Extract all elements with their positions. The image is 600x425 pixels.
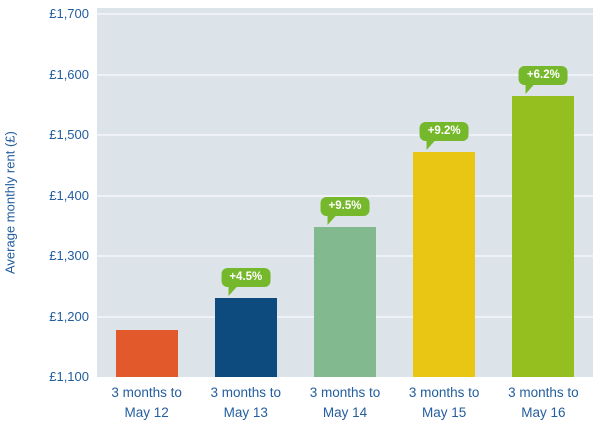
y-axis-tick-label: £1,600 (49, 66, 89, 82)
y-axis-tick-label: £1,500 (49, 127, 89, 142)
x-axis-label-line2: May 14 (322, 405, 368, 420)
bubble-tail (327, 214, 337, 225)
bar-annotation-bubble: +4.5% (221, 267, 271, 296)
bar-annotation-bubble: +9.5% (320, 196, 370, 225)
bar (314, 226, 376, 377)
bar (214, 297, 277, 377)
x-axis-label: 3 months to May 12 (97, 383, 196, 423)
x-axis-label-line2: May 12 (124, 405, 169, 420)
x-axis-label-line1: 3 months to (309, 385, 381, 400)
y-axis-tick-label: £1,400 (49, 187, 89, 203)
x-axis-label: 3 months to May 15 (395, 383, 494, 423)
x-axis-label: 3 months to May 16 (494, 383, 593, 423)
bubble-tail (228, 285, 238, 296)
bar (512, 95, 575, 377)
bubble-tail (525, 83, 535, 94)
y-axis-tick-label: £1,200 (49, 308, 89, 324)
x-axis-label-line1: 3 months to (508, 385, 579, 400)
x-axis-label-line2: May 16 (521, 405, 566, 420)
x-axis-label-line1: 3 months to (210, 385, 282, 400)
y-axis-tick-label: £1,100 (49, 369, 89, 384)
y-axis-tick-label: £1,700 (49, 6, 89, 21)
bar-annotation-bubble: +9.2% (419, 121, 469, 150)
bar (115, 329, 178, 377)
x-axis-label-line1: 3 months to (111, 385, 182, 400)
plot-area: +4.5% +9.5% +9.2% +6.2% (97, 8, 593, 377)
gridline (97, 13, 593, 15)
x-axis-label-line2: May 13 (223, 405, 268, 420)
y-axis-tick-label: £1,300 (49, 248, 89, 263)
bubble-tail (426, 139, 436, 150)
bar-annotation-bubble: +6.2% (518, 65, 568, 94)
x-axis-label-line2: May 15 (422, 405, 467, 420)
gridline (97, 73, 593, 76)
x-axis-label: 3 months to May 14 (295, 383, 394, 423)
gridline (97, 134, 593, 136)
x-axis-label: 3 months to May 13 (196, 383, 295, 423)
bar (413, 151, 476, 377)
x-axis-label-line1: 3 months to (408, 385, 480, 400)
gridline (97, 194, 593, 197)
